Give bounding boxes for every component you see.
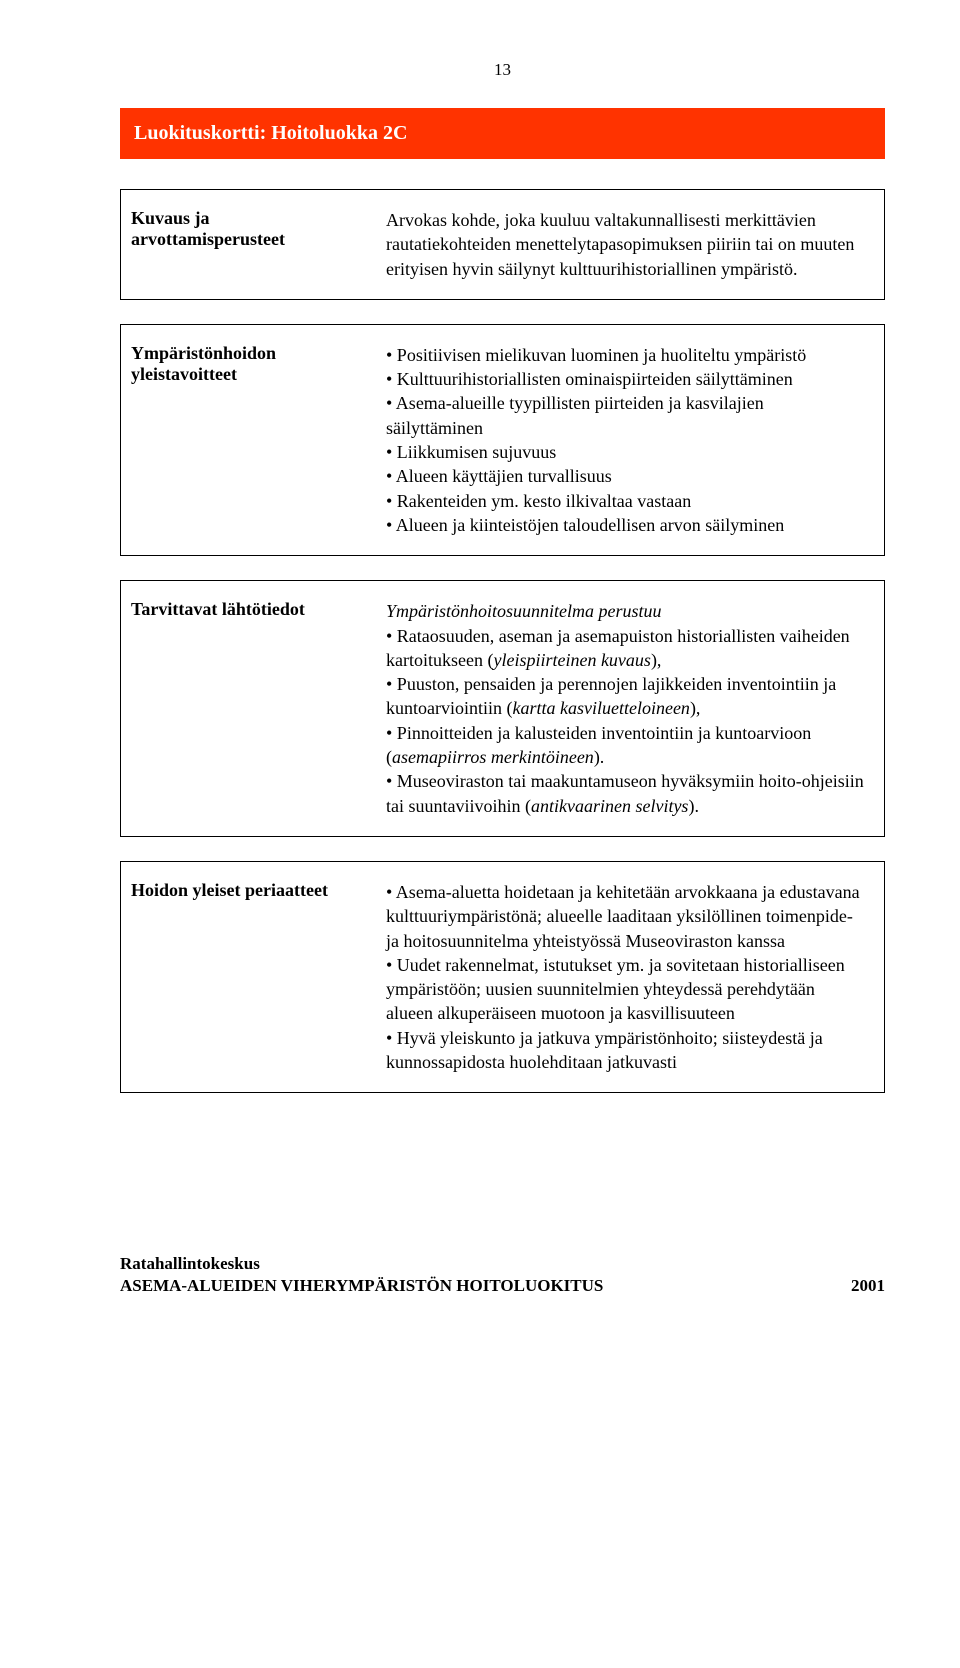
footer-top: Ratahallintokeskus [120, 1253, 885, 1275]
footer-bottom-left: ASEMA-ALUEIDEN VIHERYMPÄRISTÖN HOITOLUOK… [120, 1275, 603, 1297]
row-label: Ympäristönhoidon yleistavoitteet [121, 324, 387, 555]
spacer-row [121, 556, 885, 581]
spacer-row [121, 299, 885, 324]
content-table: Kuvaus ja arvottamisperusteetArvokas koh… [120, 189, 885, 1093]
table-row: Ympäristönhoidon yleistavoitteet• Positi… [121, 324, 885, 555]
page-number: 13 [120, 60, 885, 80]
page-container: 13 Luokituskortti: Hoitoluokka 2C Kuvaus… [0, 0, 960, 1338]
header-bar: Luokituskortti: Hoitoluokka 2C [120, 108, 885, 159]
footer: Ratahallintokeskus ASEMA-ALUEIDEN VIHERY… [120, 1253, 885, 1297]
row-label: Tarvittavat lähtötiedot [121, 581, 387, 837]
row-content: • Asema-aluetta hoidetaan ja kehitetään … [386, 861, 885, 1092]
row-label: Hoidon yleiset periaatteet [121, 861, 387, 1092]
row-content: Ympäristönhoitosuunnitelma perustuu• Rat… [386, 581, 885, 837]
footer-bottom-right: 2001 [851, 1275, 885, 1297]
row-content: • Positiivisen mielikuvan luominen ja hu… [386, 324, 885, 555]
row-content: Arvokas kohde, joka kuuluu valtakunnalli… [386, 190, 885, 300]
spacer-row [121, 836, 885, 861]
footer-bottom: ASEMA-ALUEIDEN VIHERYMPÄRISTÖN HOITOLUOK… [120, 1275, 885, 1297]
table-row: Hoidon yleiset periaatteet• Asema-aluett… [121, 861, 885, 1092]
table-row: Kuvaus ja arvottamisperusteetArvokas koh… [121, 190, 885, 300]
table-row: Tarvittavat lähtötiedotYmpäristönhoitosu… [121, 581, 885, 837]
row-label: Kuvaus ja arvottamisperusteet [121, 190, 387, 300]
